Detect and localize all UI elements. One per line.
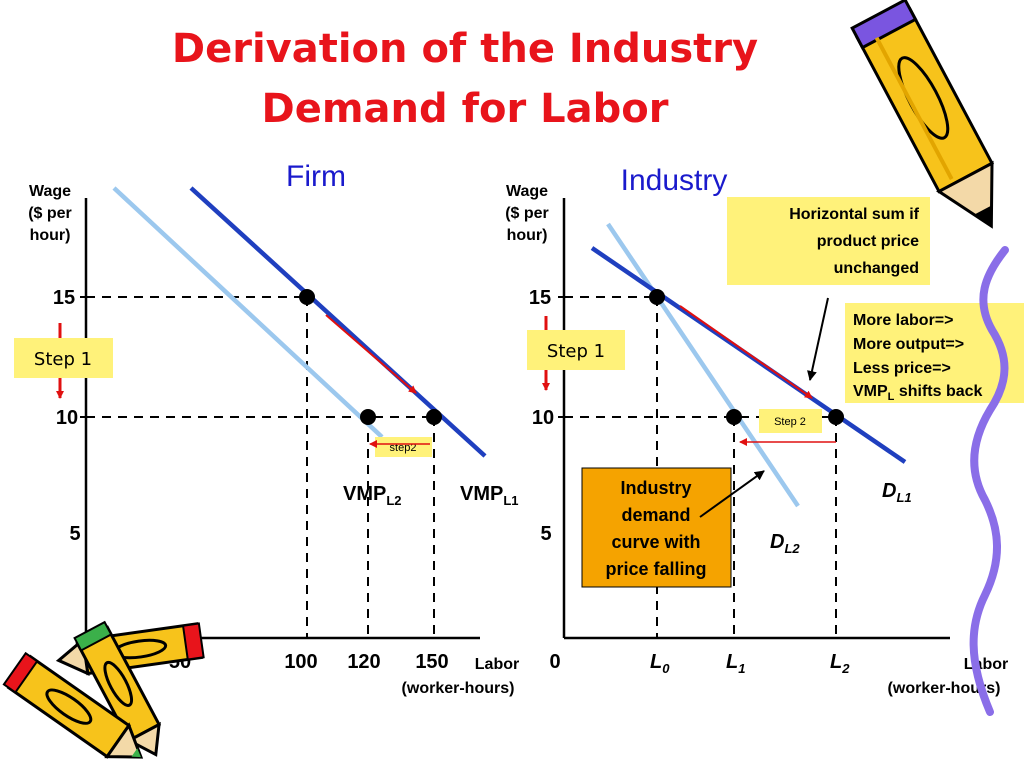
- svg-text:VMPL shifts back: VMPL shifts back: [853, 383, 983, 403]
- firm-step2-label: step2: [390, 442, 417, 454]
- svg-text:price falling: price falling: [605, 559, 706, 579]
- firm-x-tick-100: 100: [284, 651, 317, 673]
- industry-y-label-1: Wage: [506, 183, 548, 200]
- industry-y-tick-5: 5: [540, 523, 551, 545]
- industry-y-tick-15: 15: [529, 287, 551, 309]
- firm-panel-title: Firm: [286, 160, 346, 193]
- industry-point-l0: [649, 289, 665, 305]
- horizontal-sum-arrow: [807, 297, 829, 381]
- firm-panel: Firm Wage ($ per hour) 15 10 5 0 50 100 …: [14, 160, 519, 697]
- firm-point-100-15: [299, 289, 315, 305]
- svg-text:More output=>: More output=>: [853, 336, 964, 353]
- industry-point-l2: [828, 409, 844, 425]
- industry-y-tick-10: 10: [532, 407, 554, 429]
- svg-text:Less price=>: Less price=>: [853, 360, 951, 377]
- svg-text:product price: product price: [817, 233, 919, 250]
- firm-vmp-l2-label: VMPL2: [343, 483, 402, 508]
- title-line-1: Derivation of the Industry: [172, 26, 758, 72]
- svg-text:Horizontal sum if: Horizontal sum if: [789, 206, 919, 223]
- more-labor-note: More labor=> More output=> Less price=> …: [845, 303, 1024, 403]
- horizontal-sum-note: Horizontal sum if product price unchange…: [727, 197, 930, 381]
- firm-step1-label: Step 1: [34, 349, 92, 370]
- pencil-icons-bottom-left: [2, 620, 205, 759]
- industry-dl1-label: DL1: [882, 480, 912, 505]
- industry-x-tick-l2: L2: [830, 651, 850, 676]
- industry-demand-arrow: [699, 470, 765, 518]
- industry-step2-label: Step 2: [774, 416, 806, 428]
- industry-step1-label: Step 1: [547, 341, 605, 362]
- firm-point-150-10: [426, 409, 442, 425]
- industry-step2-box: Step 2: [739, 409, 836, 446]
- firm-y-label-1: Wage: [29, 183, 71, 200]
- industry-dl1-curve: [590, 246, 907, 464]
- industry-step1-box: Step 1: [527, 316, 625, 391]
- firm-move-arrow: [325, 314, 417, 394]
- firm-y-label-3: hour): [30, 227, 71, 244]
- firm-step1-box: Step 1: [14, 323, 113, 399]
- industry-dl2-label: DL2: [770, 531, 800, 556]
- svg-text:Industry: Industry: [620, 478, 691, 498]
- industry-y-label-2: ($ per: [505, 205, 549, 222]
- squiggle-line-icon: [969, 246, 1009, 716]
- industry-x-label-1: Labor: [964, 656, 1008, 673]
- svg-text:unchanged: unchanged: [834, 260, 919, 277]
- industry-demand-note: Industry demand curve with price falling: [581, 467, 765, 588]
- firm-step2-box: step2: [369, 437, 432, 457]
- firm-y-label-2: ($ per: [28, 205, 72, 222]
- firm-x-tick-120: 120: [347, 651, 380, 673]
- svg-text:More labor=>: More labor=>: [853, 312, 953, 329]
- firm-x-label-2: (worker-hours): [402, 680, 515, 697]
- pencil-icon-top-right: [850, 0, 995, 229]
- firm-y-tick-10: 10: [56, 407, 78, 429]
- firm-y-tick-15: 15: [53, 287, 75, 309]
- firm-x-label-1: Labor: [475, 656, 519, 673]
- industry-dl2-curve: [606, 222, 800, 508]
- firm-point-120-10: [360, 409, 376, 425]
- industry-y-label-3: hour): [507, 227, 548, 244]
- industry-x-tick-l1: L1: [726, 651, 745, 676]
- firm-x-tick-150: 150: [415, 651, 448, 673]
- industry-panel-title: Industry: [621, 164, 728, 197]
- industry-move-arrow: [679, 305, 813, 399]
- firm-vmp-l1-label: VMPL1: [460, 483, 519, 508]
- industry-point-l1: [726, 409, 742, 425]
- title-line-2: Demand for Labor: [262, 86, 669, 132]
- industry-x-tick-0: 0: [549, 651, 560, 673]
- svg-text:demand: demand: [621, 505, 690, 525]
- firm-vmp-l2-curve: [112, 186, 384, 439]
- industry-panel: Industry Wage ($ per hour) 15 10 5 0 L0 …: [505, 164, 1024, 697]
- svg-text:curve with: curve with: [611, 532, 700, 552]
- industry-x-tick-l0: L0: [650, 651, 670, 676]
- firm-y-tick-5: 5: [69, 523, 80, 545]
- industry-x-label-2: (worker-hours): [888, 680, 1001, 697]
